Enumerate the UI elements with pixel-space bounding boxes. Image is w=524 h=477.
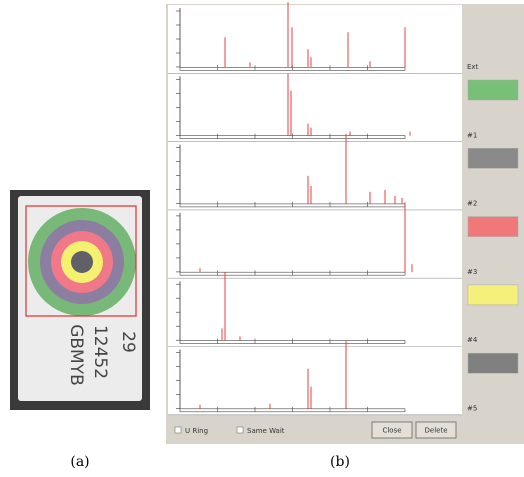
color-swatch [467,79,519,101]
channel-label: #2 [467,200,477,208]
tag-photo: 29 12452 GBMYB [10,190,150,410]
color-swatch [467,284,519,306]
channel-label: Ext [467,63,479,71]
channel-label: #4 [467,336,478,344]
color-swatch [467,216,519,237]
channel-label: #5 [467,405,477,413]
checkbox-label: U Ring [185,427,208,435]
checkbox[interactable] [174,426,182,434]
tag-text: GBMYB [66,324,86,386]
checkbox-label: Same Wait [247,427,285,435]
tag-text: 12452 [90,325,110,379]
button[interactable] [415,421,457,439]
panel-label: (b) [330,454,350,470]
channel-label: #1 [467,131,477,139]
channel-label: #3 [467,268,477,276]
checkbox[interactable] [236,426,244,434]
ring-center [71,251,93,273]
panel-label: (a) [70,454,89,470]
tag-text: 29 [118,331,138,353]
button[interactable] [371,421,413,439]
color-swatch [467,352,519,374]
button-label[interactable]: Delete [425,427,448,435]
button-label[interactable]: Close [382,427,401,435]
detection-box [25,205,137,317]
color-swatch [467,148,519,169]
